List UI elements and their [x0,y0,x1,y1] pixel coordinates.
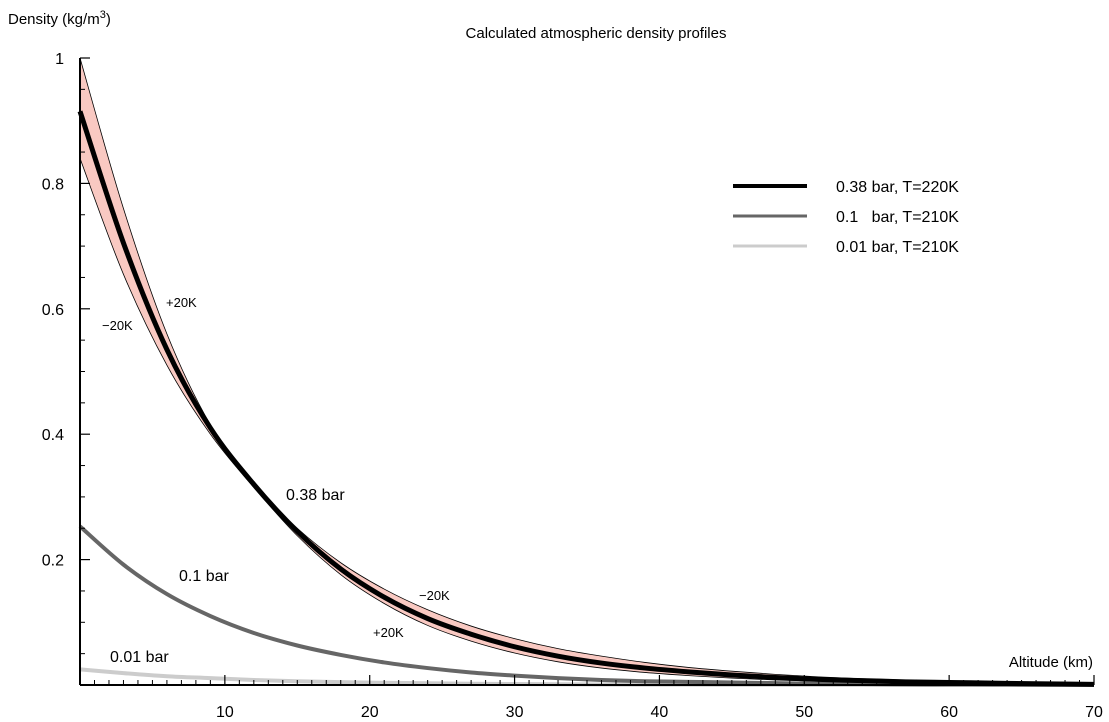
y-axis-label: Density (kg/m3) [8,9,111,28]
legend-label-1: 0.1 bar, T=210K [836,209,959,226]
band-upper-edge-0 [79,57,1095,685]
y-tick-label-2: 0.6 [42,302,64,319]
annotation-01-bar: 0.1 bar [179,568,229,585]
x-tick-label-1: 20 [361,704,379,721]
annotation-001-bar: 0.01 bar [110,649,169,666]
temperature-band-layer [79,57,1095,686]
y-tick-label-1: 0.4 [42,427,64,444]
legend-label-0: 0.38 bar, T=220K [836,179,959,196]
y-tick-label-4: 1 [55,51,64,68]
legend: 0.38 bar, T=220K 0.1 bar, T=210K 0.01 bar,… [733,179,959,256]
y-axis-label-close: ) [106,11,111,28]
series-layer [77,110,1095,687]
x-tick-label-3: 40 [651,704,669,721]
ticks-layer: 10 20 30 40 50 60 70 0.2 0.4 0.6 0.8 1 [42,51,1103,721]
annotation-minus20-mid: −20K [419,588,450,603]
legend-label-2: 0.01 bar, T=210K [836,239,959,256]
x-tick-label-4: 50 [795,704,813,721]
band-lower-edge-0 [79,158,1095,686]
x-axis-label: Altitude (km) [1009,654,1093,671]
annotation-plus20-top: +20K [166,295,197,310]
y-tick-label-0: 0.2 [42,553,64,570]
y-tick-label-3: 0.8 [42,176,64,193]
x-tick-label-0: 10 [216,704,234,721]
y-axis-label-sup: 3 [100,9,106,21]
x-tick-label-2: 30 [506,704,524,721]
x-tick-label-5: 60 [940,704,958,721]
series-line-0 [77,110,1095,687]
annotation-minus20-top: −20K [102,318,133,333]
x-tick-label-6: 70 [1085,704,1103,721]
annotation-plus20-mid: +20K [373,625,404,640]
chart-title: Calculated atmospheric density profiles [466,25,727,42]
annotation-038-bar: 0.38 bar [286,487,345,504]
y-axis-label-base: Density (kg/m [8,11,100,28]
temperature-band-0 [80,58,1094,685]
